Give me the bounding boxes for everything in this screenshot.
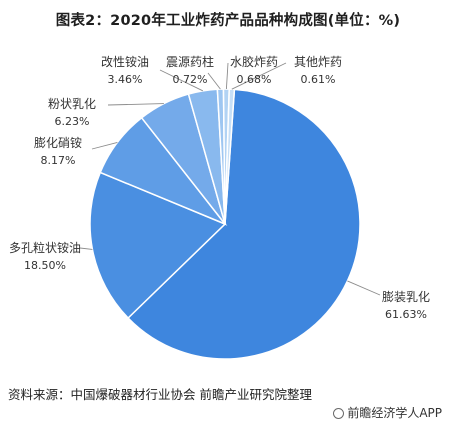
slice-label: 多孔粒状铵油: [9, 240, 81, 255]
slice-value-label: 0.72%: [173, 73, 208, 86]
slice-value-label: 18.50%: [24, 259, 66, 272]
slice-label: 震源药柱: [166, 54, 214, 69]
slice-value-label: 0.61%: [301, 73, 336, 86]
slice-value-label: 6.23%: [55, 115, 90, 128]
slice-label: 改性铵油: [101, 54, 149, 69]
source-note: 资料来源：中国爆破器材行业协会 前瞻产业研究院整理: [8, 387, 312, 402]
slice-labels: 膨装乳化 61.63% 多孔粒状铵油 18.50% 膨化硝铵 8.17% 粉状乳化 6.23%…: [9, 54, 430, 321]
slice-label: 膨装乳化: [382, 290, 430, 304]
slice-value-label: 3.46%: [108, 73, 143, 86]
leader-line: [159, 69, 203, 92]
leader-line: [347, 280, 381, 296]
leader-line: [225, 62, 229, 90]
leader-line: [231, 62, 287, 90]
pie-slices: [89, 88, 361, 360]
slice-label: 膨化硝铵: [34, 135, 82, 150]
brand-name: 前瞻经济学人APP: [347, 406, 442, 420]
brand-credit: 前瞻经济学人APP: [333, 404, 442, 421]
brand-logo-icon: [333, 408, 345, 419]
leader-line: [79, 247, 93, 250]
pie-slice: [89, 171, 227, 320]
leader-line: [207, 72, 221, 90]
slice-value-label: 0.68%: [237, 73, 272, 86]
leader-line: [107, 103, 164, 106]
chart-title: 图表2：2020年工业炸药产品品种构成图(单位：%): [55, 13, 401, 29]
leader-line: [91, 141, 118, 150]
slice-label: 其他炸药: [294, 55, 342, 69]
slice-value-label: 61.63%: [385, 308, 427, 321]
slice-label: 粉状乳化: [48, 97, 96, 111]
slice-label: 水胶炸药: [230, 54, 278, 69]
slice-value-label: 8.17%: [41, 154, 76, 167]
leader-lines: [79, 62, 381, 296]
